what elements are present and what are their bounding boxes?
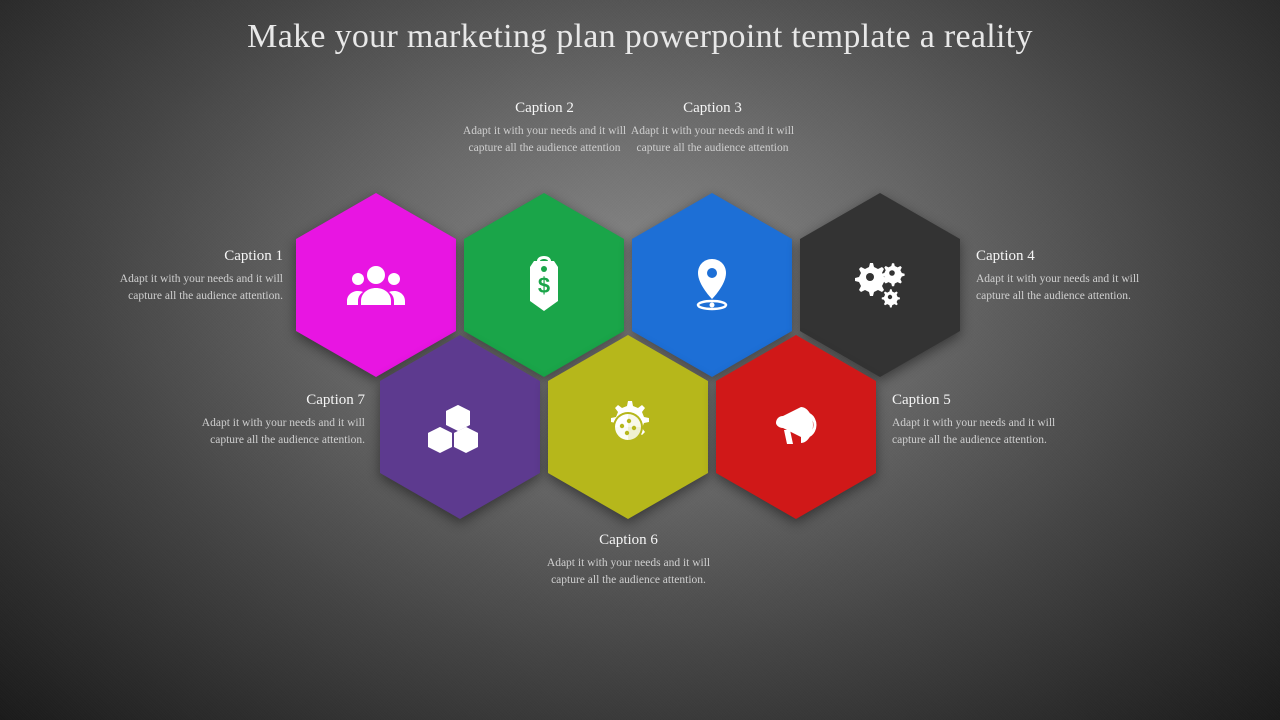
hex-stage: $ <box>0 0 1280 720</box>
caption-4-body: Adapt it with your needs and it will cap… <box>976 271 1141 304</box>
pricetag-icon: $ <box>512 253 576 317</box>
caption-7-title: Caption 7 <box>200 392 365 409</box>
caption-2: Caption 2 Adapt it with your needs and i… <box>462 100 627 156</box>
caption-3-title: Caption 3 <box>630 100 795 117</box>
caption-1: Caption 1 Adapt it with your needs and i… <box>118 248 283 304</box>
caption-1-title: Caption 1 <box>118 248 283 265</box>
hex-7-shape <box>380 335 540 519</box>
hex-7 <box>380 335 540 519</box>
caption-3-body: Adapt it with your needs and it will cap… <box>630 123 795 156</box>
puzzle-gear-icon <box>596 395 660 459</box>
hex-5 <box>716 335 876 519</box>
caption-6: Caption 6 Adapt it with your needs and i… <box>546 532 711 588</box>
caption-2-body: Adapt it with your needs and it will cap… <box>462 123 627 156</box>
hex-6 <box>548 335 708 519</box>
megaphone-icon <box>764 395 828 459</box>
caption-4: Caption 4 Adapt it with your needs and i… <box>976 248 1141 304</box>
gears-icon <box>848 253 912 317</box>
caption-4-title: Caption 4 <box>976 248 1141 265</box>
caption-7: Caption 7 Adapt it with your needs and i… <box>200 392 365 448</box>
people-icon <box>344 253 408 317</box>
caption-6-title: Caption 6 <box>546 532 711 549</box>
boxes-icon <box>428 395 492 459</box>
svg-text:$: $ <box>538 273 550 298</box>
hex-6-shape <box>548 335 708 519</box>
caption-5-body: Adapt it with your needs and it will cap… <box>892 415 1057 448</box>
hex-5-shape <box>716 335 876 519</box>
caption-1-body: Adapt it with your needs and it will cap… <box>118 271 283 304</box>
caption-5-title: Caption 5 <box>892 392 1057 409</box>
caption-6-body: Adapt it with your needs and it will cap… <box>546 555 711 588</box>
caption-3: Caption 3 Adapt it with your needs and i… <box>630 100 795 156</box>
location-icon <box>680 253 744 317</box>
caption-5: Caption 5 Adapt it with your needs and i… <box>892 392 1057 448</box>
caption-2-title: Caption 2 <box>462 100 627 117</box>
caption-7-body: Adapt it with your needs and it will cap… <box>200 415 365 448</box>
